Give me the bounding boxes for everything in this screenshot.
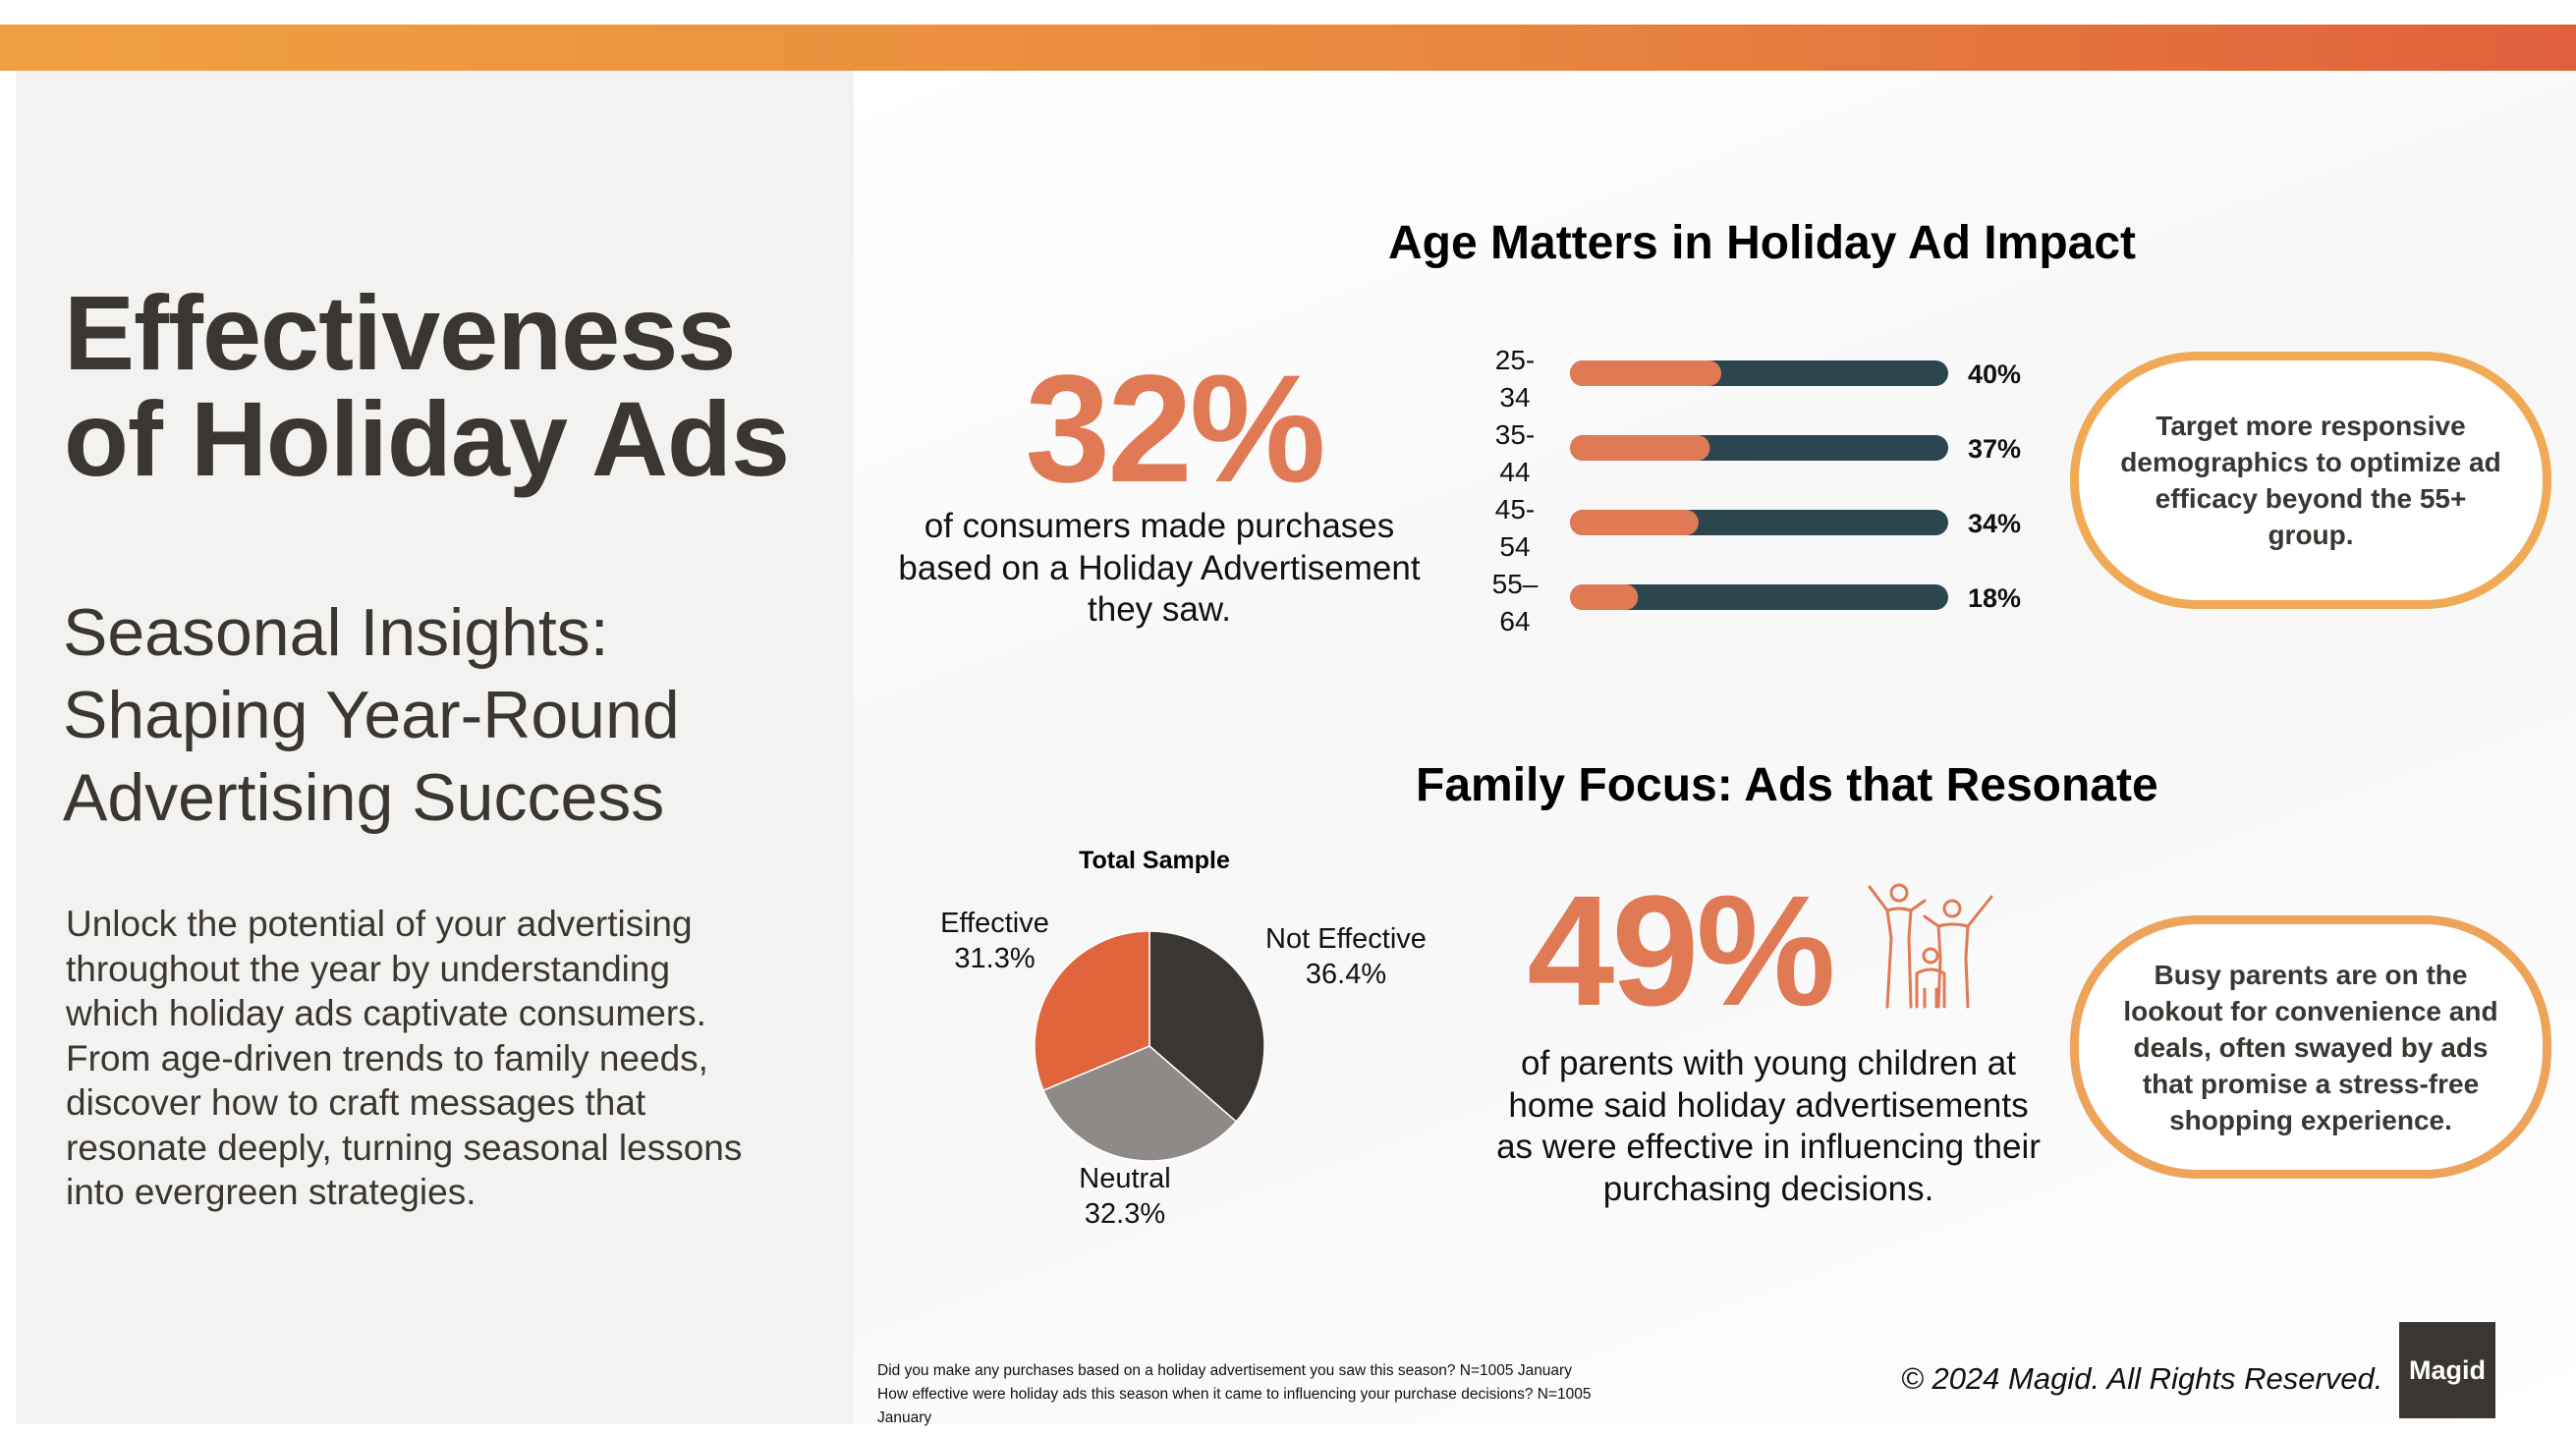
bar-value-fill [1570, 360, 1721, 386]
right-panel [854, 71, 2576, 1424]
bar-value-label: 40% [1968, 359, 2021, 389]
pie-label-not-effective-value: 36.4% [1305, 959, 1387, 990]
pie-slice-neutral [1042, 1045, 1238, 1162]
left-panel [16, 71, 854, 1424]
caption-line: they saw. [1088, 590, 1231, 629]
subtitle-line-3: Advertising Success [63, 760, 665, 835]
page-subtitle: Seasonal Insights: Shaping Year-Round Ad… [63, 591, 810, 839]
caption-line: home said holiday advertisements [1508, 1085, 2029, 1125]
bar-category-label: 54 [1499, 531, 1530, 562]
bar-category-label: 35- [1495, 419, 1535, 450]
subtitle-line-2: Shaping Year-Round [63, 678, 680, 752]
pie-slice-not-effective [1148, 930, 1265, 1123]
pie-label-effective: Effective 31.3% [914, 906, 1076, 976]
intro-line: Unlock the potential of your advertising [66, 904, 693, 944]
caption-line: of consumers made purchases [924, 507, 1395, 545]
intro-paragraph: Unlock the potential of your advertising… [66, 902, 812, 1215]
intro-line: which holiday ads captivate consumers. [66, 993, 706, 1033]
bar-value-fill [1570, 510, 1699, 535]
top-accent-bar [0, 25, 2576, 71]
family-icon [1868, 883, 1993, 1009]
family-section-title: Family Focus: Ads that Resonate [1416, 759, 2158, 811]
bar-track [1570, 584, 1948, 610]
caption-line: of parents with young children at [1521, 1044, 2016, 1082]
bar-category-label: 55– [1492, 569, 1539, 599]
survey-footnote: Did you make any purchases based on a ho… [877, 1359, 1644, 1430]
pie-title: Total Sample [1079, 847, 1230, 874]
family-callout: Busy parents are on the lookout for conv… [2070, 915, 2551, 1179]
magid-logo: Magid [2399, 1322, 2495, 1418]
pie-slice-effective [1034, 930, 1150, 1092]
bar-category-label: 45- [1495, 494, 1535, 525]
pie-label-neutral: Neutral 32.3% [1046, 1161, 1204, 1232]
pie-label-effective-value: 31.3% [954, 943, 1036, 974]
footnote-line: January [877, 1409, 932, 1426]
age-stat-caption: of consumers made purchases based on a H… [884, 506, 1434, 632]
logo-text: Magid [2409, 1354, 2486, 1385]
bar-category-label: 34 [1499, 382, 1530, 413]
bar-value-label: 34% [1968, 509, 2021, 538]
pie-label-not-effective: Not Effective 36.4% [1248, 921, 1444, 992]
bar-value-label: 18% [1968, 583, 2021, 613]
bar-category-label: 25- [1495, 345, 1535, 375]
pie-label-neutral-name: Neutral [1079, 1163, 1171, 1194]
intro-line: From age-driven trends to family needs, [66, 1037, 708, 1078]
bar-category-label: 64 [1499, 606, 1530, 636]
bar-value-fill [1570, 584, 1639, 610]
satisfaction-pie-chart [1034, 930, 1265, 1162]
age-bar-chart: 25- 34 40% 35- 44 37% 45- 54 34% 55– 64 18% [1492, 345, 2021, 636]
bar-value-label: 37% [1968, 434, 2021, 464]
caption-line: based on a Holiday Advertisement [898, 548, 1421, 587]
bar-category-label: 44 [1499, 457, 1530, 487]
pie-label-effective-name: Effective [940, 908, 1049, 939]
copyright-notice: © 2024 Magid. All Rights Reserved. [1901, 1361, 2383, 1396]
title-line-2: of Holiday Ads [64, 379, 790, 498]
family-big-stat: 49% [1527, 862, 1835, 1038]
family-callout-text: Busy parents are on the lookout for conv… [2123, 959, 2498, 1135]
footnote-line: How effective were holiday ads this seas… [877, 1386, 1592, 1403]
pie-label-neutral-value: 32.3% [1084, 1198, 1166, 1230]
pie-label-not-effective-name: Not Effective [1265, 923, 1427, 955]
family-stat-caption: of parents with young children at home s… [1479, 1043, 2058, 1210]
caption-line: purchasing decisions. [1602, 1169, 1934, 1208]
age-big-stat: 32% [1025, 344, 1325, 515]
footnote-line: Did you make any purchases based on a ho… [877, 1362, 1572, 1379]
subtitle-line-1: Seasonal Insights: [63, 595, 609, 670]
age-section-title: Age Matters in Holiday Ad Impact [1388, 217, 2137, 269]
bar-value-fill [1570, 435, 1710, 461]
age-callout-text: Target more responsive demographics to o… [2120, 411, 2501, 550]
page-title: Effectiveness of Holiday Ads [64, 280, 830, 492]
intro-line: resonate deeply, turning seasonal lesson… [66, 1127, 743, 1168]
title-line-1: Effectiveness [64, 273, 736, 392]
intro-line: discover how to craft messages that [66, 1082, 646, 1123]
caption-line: as were effective in influencing their [1496, 1128, 2041, 1166]
age-callout: Target more responsive demographics to o… [2070, 352, 2551, 609]
intro-line: throughout the year by understanding [66, 948, 671, 989]
intro-line: into evergreen strategies. [66, 1172, 476, 1212]
